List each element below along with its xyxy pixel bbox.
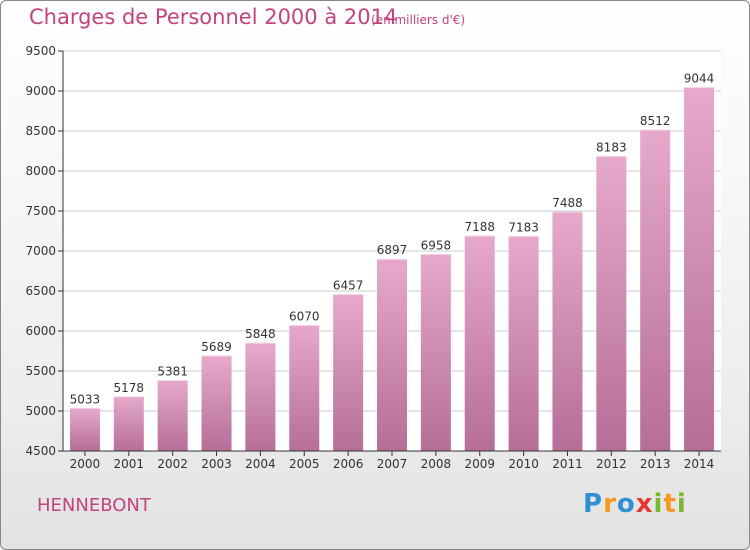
data-label: 5689 <box>201 340 232 354</box>
y-tick-label: 6500 <box>25 284 56 298</box>
y-tick-label: 7500 <box>25 204 56 218</box>
data-label: 5381 <box>157 365 188 379</box>
data-label: 7188 <box>464 220 495 234</box>
bar-2013 <box>640 130 671 452</box>
bar-2010 <box>508 236 539 451</box>
data-label: 9044 <box>684 71 715 85</box>
data-label: 7488 <box>552 196 583 210</box>
x-tick-label: 2013 <box>640 457 671 471</box>
y-tick-label: 4500 <box>25 444 56 458</box>
bar-2002 <box>157 380 188 451</box>
bar-2003 <box>201 355 232 451</box>
bar-2007 <box>377 259 407 451</box>
data-label: 6958 <box>421 238 452 252</box>
x-tick-label: 2007 <box>377 457 408 471</box>
bar-2008 <box>420 254 451 451</box>
bar-2004 <box>245 343 276 451</box>
data-label: 7183 <box>508 220 539 234</box>
x-tick-label: 2012 <box>596 457 627 471</box>
y-tick-label: 8500 <box>25 124 56 138</box>
data-label: 6070 <box>289 309 320 323</box>
x-tick-label: 2006 <box>333 457 364 471</box>
chart-title: Charges de Personnel 2000 à 2014 <box>29 5 398 29</box>
bar-2012 <box>596 156 627 452</box>
data-label: 8512 <box>640 114 671 128</box>
y-tick-label: 5500 <box>25 364 56 378</box>
location-label: HENNEBONT <box>37 495 151 516</box>
logo-letter: P <box>583 489 604 519</box>
data-label: 6457 <box>333 278 364 292</box>
y-tick-label: 5000 <box>25 404 56 418</box>
bars <box>69 86 715 452</box>
y-tick-label: 9500 <box>25 44 56 58</box>
y-tick-label: 9000 <box>25 84 56 98</box>
x-tick-label: 2009 <box>464 457 495 471</box>
bar-2009 <box>464 235 495 451</box>
y-tick-label: 7000 <box>25 244 56 258</box>
logo-letter: x <box>635 489 654 519</box>
x-tick-label: 2008 <box>421 457 452 471</box>
bar-2001 <box>113 396 144 451</box>
chart-subtitle: (en milliers d'€) <box>371 13 466 27</box>
data-label: 5033 <box>70 392 101 406</box>
x-tick-label: 2000 <box>70 457 101 471</box>
bar-2005 <box>289 325 320 451</box>
bar-2000 <box>69 408 100 451</box>
logo-letter: i <box>653 489 664 519</box>
y-tick-label: 6000 <box>25 324 56 338</box>
x-tick-label: 2010 <box>508 457 539 471</box>
logo-letter: r <box>603 489 617 519</box>
bar-2006 <box>333 294 364 451</box>
x-tick-label: 2004 <box>245 457 276 471</box>
data-label: 5178 <box>114 381 145 395</box>
y-tick-label: 8000 <box>25 164 56 178</box>
logo-letter: t <box>663 489 677 519</box>
labels: 4500 5000 5500 6000 6500 7000 7500 8000 8500 9000… <box>25 44 714 471</box>
x-tick-label: 2005 <box>289 457 320 471</box>
x-tick-label: 2014 <box>684 457 715 471</box>
logo-letter: i <box>676 489 687 519</box>
data-label: 8183 <box>596 140 627 154</box>
x-tick-label: 2002 <box>157 457 188 471</box>
proxiti-logo: Proxiti <box>583 489 687 519</box>
data-label: 6897 <box>377 243 408 257</box>
bar-2011 <box>552 211 583 451</box>
x-tick-label: 2003 <box>201 457 232 471</box>
x-tick-label: 2001 <box>114 457 145 471</box>
data-label: 5848 <box>245 327 276 341</box>
axes <box>58 50 721 456</box>
x-tick-label: 2011 <box>552 457 583 471</box>
logo-letter: o <box>616 489 636 519</box>
bar-2014 <box>684 87 715 451</box>
